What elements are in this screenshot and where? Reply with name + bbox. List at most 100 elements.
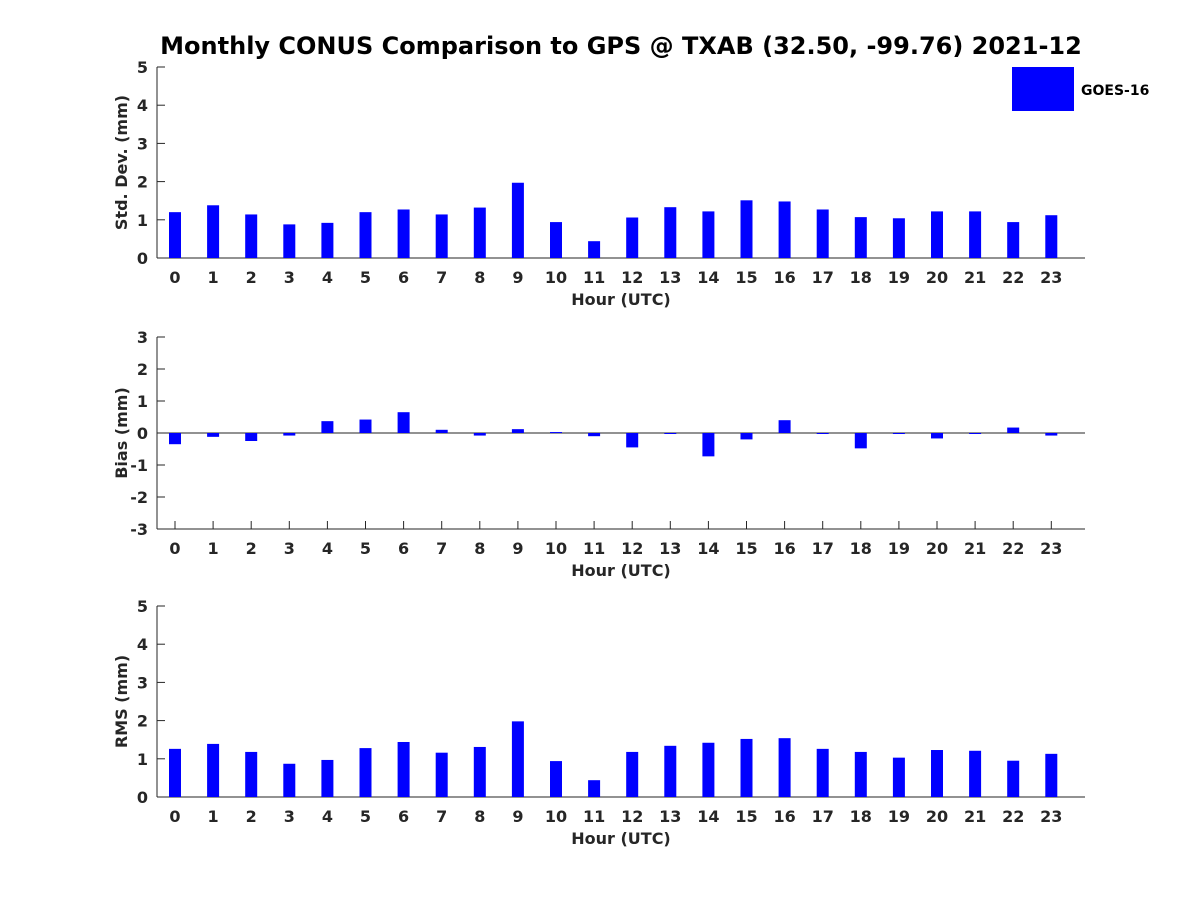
std-dev-bar (854, 217, 867, 258)
std-dev-y-tick-label: 1 (137, 211, 148, 230)
rms-x-tick-label: 0 (169, 807, 180, 826)
rms-bar (207, 743, 220, 797)
bias-bar (435, 429, 448, 433)
std-dev-y-tick-label: 3 (137, 134, 148, 153)
std-dev-bar (550, 222, 562, 258)
rms-x-tick-label: 9 (512, 807, 523, 826)
std-dev-x-tick-label: 1 (208, 268, 219, 287)
rms-bar (892, 757, 905, 797)
bias-bar (1045, 433, 1058, 436)
std-dev-x-tick-label: 15 (735, 268, 757, 287)
bias-y-tick-label: 0 (137, 424, 148, 443)
bias-bar (473, 433, 486, 436)
std-dev-bar (1007, 222, 1020, 258)
rms-x-tick-label: 12 (621, 807, 643, 826)
std-dev-bar (1045, 215, 1058, 258)
std-dev-x-tick-label: 18 (850, 268, 872, 287)
rms-bar (854, 751, 867, 797)
bias-x-tick-label: 9 (512, 539, 523, 558)
rms-bar (664, 745, 677, 797)
rms-x-tick-label: 19 (888, 807, 910, 826)
bias-bar (321, 421, 334, 433)
std-dev-x-tick-label: 19 (888, 268, 910, 287)
bias-x-tick-label: 10 (545, 539, 567, 558)
rms-bar (1007, 760, 1020, 797)
std-dev-bar (359, 212, 372, 258)
legend: GOES-16 (1012, 67, 1149, 111)
std-dev-x-tick-label: 22 (1002, 268, 1024, 287)
rms-x-tick-label: 21 (964, 807, 986, 826)
rms-x-tick-label: 7 (436, 807, 447, 826)
bias-bar (588, 433, 601, 437)
bias-bar (892, 433, 905, 434)
bias-x-tick-label: 1 (208, 539, 219, 558)
rms-y-tick-label: 1 (137, 750, 148, 769)
rms-y-tick-label: 4 (137, 635, 148, 654)
std-dev-bar (664, 207, 677, 258)
std-dev-x-tick-label: 23 (1040, 268, 1062, 287)
std-dev-bar (321, 222, 334, 258)
rms-bar (245, 751, 258, 797)
rms-x-tick-label: 15 (735, 807, 757, 826)
rms-x-tick-label: 22 (1002, 807, 1024, 826)
bias-bar (1007, 427, 1020, 433)
rms-y-tick-label: 3 (137, 673, 148, 692)
bias-x-tick-label: 14 (697, 539, 719, 558)
legend-swatch (1012, 67, 1074, 111)
bias-y-tick-label: 1 (137, 392, 148, 411)
figure-title: Monthly CONUS Comparison to GPS @ TXAB (… (160, 32, 1082, 60)
bias-bar (931, 433, 943, 439)
bias-y-axis-label: Bias (mm) (112, 387, 131, 479)
std-dev-x-tick-label: 7 (436, 268, 447, 287)
std-dev-bar (969, 211, 982, 258)
bias-x-tick-label: 19 (888, 539, 910, 558)
bias-x-tick-label: 17 (812, 539, 834, 558)
std-dev-x-axis-label: Hour (UTC) (571, 290, 671, 309)
std-dev-y-tick-label: 5 (137, 58, 148, 77)
std-dev-x-tick-label: 9 (512, 268, 523, 287)
bias-x-tick-label: 5 (360, 539, 371, 558)
std-dev-bar (283, 224, 296, 258)
rms-bar (778, 738, 791, 797)
bias-bar (359, 419, 372, 433)
rms-x-tick-label: 5 (360, 807, 371, 826)
rms-bar (626, 751, 639, 797)
bias-x-axis-label: Hour (UTC) (571, 561, 671, 580)
rms-bar (816, 748, 829, 797)
std-dev-x-tick-label: 16 (773, 268, 795, 287)
std-dev-x-tick-label: 10 (545, 268, 567, 287)
std-dev-x-tick-label: 6 (398, 268, 409, 287)
rms-bar (397, 741, 410, 797)
rms-bar (169, 748, 181, 797)
rms-x-tick-label: 8 (474, 807, 485, 826)
std-dev-bar (473, 207, 486, 258)
std-dev-x-tick-label: 14 (697, 268, 719, 287)
legend-label: GOES-16 (1081, 83, 1149, 99)
std-dev-x-tick-label: 4 (322, 268, 333, 287)
std-dev-y-tick-label: 2 (137, 173, 148, 192)
rms-bar (435, 752, 448, 797)
std-dev-x-tick-label: 2 (246, 268, 257, 287)
rms-x-tick-label: 1 (208, 807, 219, 826)
bias-bar (169, 433, 181, 445)
rms-y-tick-label: 2 (137, 712, 148, 731)
rms-bar (969, 750, 982, 797)
bias-x-tick-label: 15 (735, 539, 757, 558)
bias-x-tick-label: 13 (659, 539, 681, 558)
std-dev-bar (892, 218, 905, 258)
rms-bar (473, 746, 486, 797)
std-dev-bar (740, 200, 753, 258)
bias-bar (664, 433, 677, 434)
bias-x-tick-label: 8 (474, 539, 485, 558)
rms-bar (931, 750, 943, 797)
std-dev-x-tick-label: 0 (169, 268, 180, 287)
rms-bar (1045, 753, 1058, 797)
bias-bar (626, 433, 639, 448)
bias-x-tick-label: 7 (436, 539, 447, 558)
bias-x-tick-label: 0 (169, 539, 180, 558)
bias-bar (550, 432, 562, 434)
